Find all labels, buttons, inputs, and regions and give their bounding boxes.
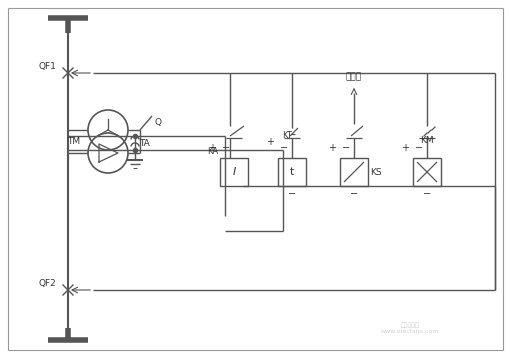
Text: 至信号: 至信号: [346, 73, 362, 82]
Text: +: +: [328, 143, 336, 153]
Text: KS: KS: [370, 168, 382, 176]
Text: TM: TM: [67, 137, 80, 146]
Text: 电子发烧友
www.elecfans.com: 电子发烧友 www.elecfans.com: [381, 322, 439, 334]
Bar: [340, 158, 368, 186]
Text: t: t: [290, 167, 294, 177]
Bar: [278, 158, 306, 186]
Text: −: −: [423, 189, 431, 199]
Text: −: −: [342, 143, 350, 153]
Text: −: −: [288, 189, 296, 199]
Text: −: −: [415, 143, 423, 153]
Text: KA: KA: [207, 147, 218, 156]
Text: Q: Q: [154, 117, 161, 126]
Text: TA: TA: [139, 139, 150, 147]
Text: QF1: QF1: [38, 62, 56, 71]
Text: −: −: [222, 143, 230, 153]
Bar: [220, 158, 248, 186]
Text: +: +: [266, 137, 274, 147]
Text: −: −: [350, 189, 358, 199]
Text: QF2: QF2: [38, 279, 56, 288]
Text: KT: KT: [282, 131, 292, 140]
Text: I: I: [233, 167, 236, 177]
Text: +: +: [401, 143, 409, 153]
Text: +: +: [208, 143, 216, 153]
Bar: [413, 158, 441, 186]
Text: −: −: [280, 143, 288, 153]
Text: KM: KM: [420, 135, 434, 145]
